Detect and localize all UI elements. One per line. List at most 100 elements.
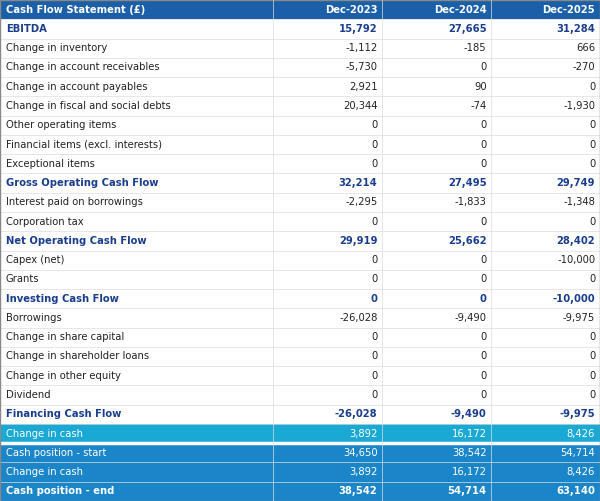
Text: Capex (net): Capex (net): [6, 255, 64, 265]
Bar: [0, 482, 600, 501]
Text: EBITDA: EBITDA: [6, 24, 47, 34]
Text: -1,833: -1,833: [455, 197, 487, 207]
Text: 0: 0: [371, 216, 377, 226]
Text: 666: 666: [576, 43, 595, 53]
Text: Change in account payables: Change in account payables: [6, 82, 148, 92]
Text: 31,284: 31,284: [556, 24, 595, 34]
Bar: [0, 250, 600, 270]
Text: Interest paid on borrowings: Interest paid on borrowings: [6, 197, 143, 207]
Text: Change in inventory: Change in inventory: [6, 43, 107, 53]
Text: -10,000: -10,000: [557, 255, 595, 265]
Text: 34,650: 34,650: [343, 448, 377, 458]
Text: Borrowings: Borrowings: [6, 313, 62, 323]
Text: 0: 0: [589, 352, 595, 362]
Text: 0: 0: [481, 216, 487, 226]
Text: 38,542: 38,542: [452, 448, 487, 458]
Text: -1,112: -1,112: [345, 43, 377, 53]
Text: 0: 0: [589, 82, 595, 92]
Text: Grants: Grants: [6, 275, 40, 285]
Text: Change in account receivables: Change in account receivables: [6, 63, 160, 73]
Text: 0: 0: [371, 371, 377, 381]
Bar: [0, 58, 600, 77]
Text: 0: 0: [481, 352, 487, 362]
Bar: [0, 347, 600, 366]
Text: 15,792: 15,792: [339, 24, 377, 34]
Text: Corporation tax: Corporation tax: [6, 216, 83, 226]
Text: Change in cash: Change in cash: [6, 467, 83, 477]
Text: 2,921: 2,921: [349, 82, 377, 92]
Text: -2,295: -2,295: [345, 197, 377, 207]
Text: 25,662: 25,662: [448, 236, 487, 246]
Text: 0: 0: [371, 139, 377, 149]
Text: 0: 0: [589, 371, 595, 381]
Bar: [0, 0, 600, 19]
Bar: [0, 96, 600, 116]
Bar: [0, 19, 600, 39]
Bar: [0, 173, 600, 193]
Bar: [0, 308, 600, 328]
Text: 3,892: 3,892: [349, 428, 377, 438]
Text: 90: 90: [474, 82, 487, 92]
Text: 0: 0: [589, 120, 595, 130]
Text: -9,490: -9,490: [455, 313, 487, 323]
Text: -5,730: -5,730: [346, 63, 377, 73]
Text: Net Operating Cash Flow: Net Operating Cash Flow: [6, 236, 146, 246]
Text: Dec-2025: Dec-2025: [542, 5, 595, 15]
Text: Investing Cash Flow: Investing Cash Flow: [6, 294, 119, 304]
Text: 20,344: 20,344: [343, 101, 377, 111]
Text: Change in other equity: Change in other equity: [6, 371, 121, 381]
Text: -1,930: -1,930: [563, 101, 595, 111]
Text: -9,975: -9,975: [560, 409, 595, 419]
Bar: [0, 289, 600, 308]
Text: 0: 0: [481, 120, 487, 130]
Text: -26,028: -26,028: [339, 313, 377, 323]
Text: 8,426: 8,426: [567, 467, 595, 477]
Text: 16,172: 16,172: [452, 467, 487, 477]
Text: 27,495: 27,495: [448, 178, 487, 188]
Text: Dec-2023: Dec-2023: [325, 5, 377, 15]
Text: 54,714: 54,714: [448, 486, 487, 496]
Text: 32,214: 32,214: [338, 178, 377, 188]
Bar: [0, 154, 600, 173]
Text: 0: 0: [481, 255, 487, 265]
Text: 0: 0: [480, 294, 487, 304]
Text: 0: 0: [371, 352, 377, 362]
Text: Cash Flow Statement (£): Cash Flow Statement (£): [6, 5, 145, 15]
Text: 0: 0: [589, 390, 595, 400]
Text: Cash position - end: Cash position - end: [6, 486, 115, 496]
Bar: [0, 424, 600, 443]
Text: 0: 0: [481, 332, 487, 342]
Text: -1,348: -1,348: [563, 197, 595, 207]
Text: -74: -74: [470, 101, 487, 111]
Text: 28,402: 28,402: [557, 236, 595, 246]
Bar: [0, 116, 600, 135]
Bar: [0, 270, 600, 289]
Text: -270: -270: [572, 63, 595, 73]
Text: -9,975: -9,975: [563, 313, 595, 323]
Text: -9,490: -9,490: [451, 409, 487, 419]
Bar: [0, 443, 600, 462]
Text: 0: 0: [481, 371, 487, 381]
Text: 0: 0: [589, 332, 595, 342]
Text: 0: 0: [589, 216, 595, 226]
Bar: [0, 328, 600, 347]
Text: -10,000: -10,000: [553, 294, 595, 304]
Text: 0: 0: [371, 255, 377, 265]
Bar: [0, 366, 600, 385]
Text: Gross Operating Cash Flow: Gross Operating Cash Flow: [6, 178, 158, 188]
Bar: [0, 385, 600, 405]
Text: Exceptional items: Exceptional items: [6, 159, 95, 169]
Text: Financial items (excl. interests): Financial items (excl. interests): [6, 139, 162, 149]
Text: 16,172: 16,172: [452, 428, 487, 438]
Text: Change in fiscal and social debts: Change in fiscal and social debts: [6, 101, 171, 111]
Text: 0: 0: [481, 159, 487, 169]
Text: Dec-2024: Dec-2024: [434, 5, 487, 15]
Text: 0: 0: [481, 139, 487, 149]
Text: Change in cash: Change in cash: [6, 428, 83, 438]
Text: 0: 0: [371, 332, 377, 342]
Text: 0: 0: [589, 139, 595, 149]
Bar: [0, 77, 600, 96]
Text: Cash position - start: Cash position - start: [6, 448, 106, 458]
Text: Other operating items: Other operating items: [6, 120, 116, 130]
Bar: [0, 405, 600, 424]
